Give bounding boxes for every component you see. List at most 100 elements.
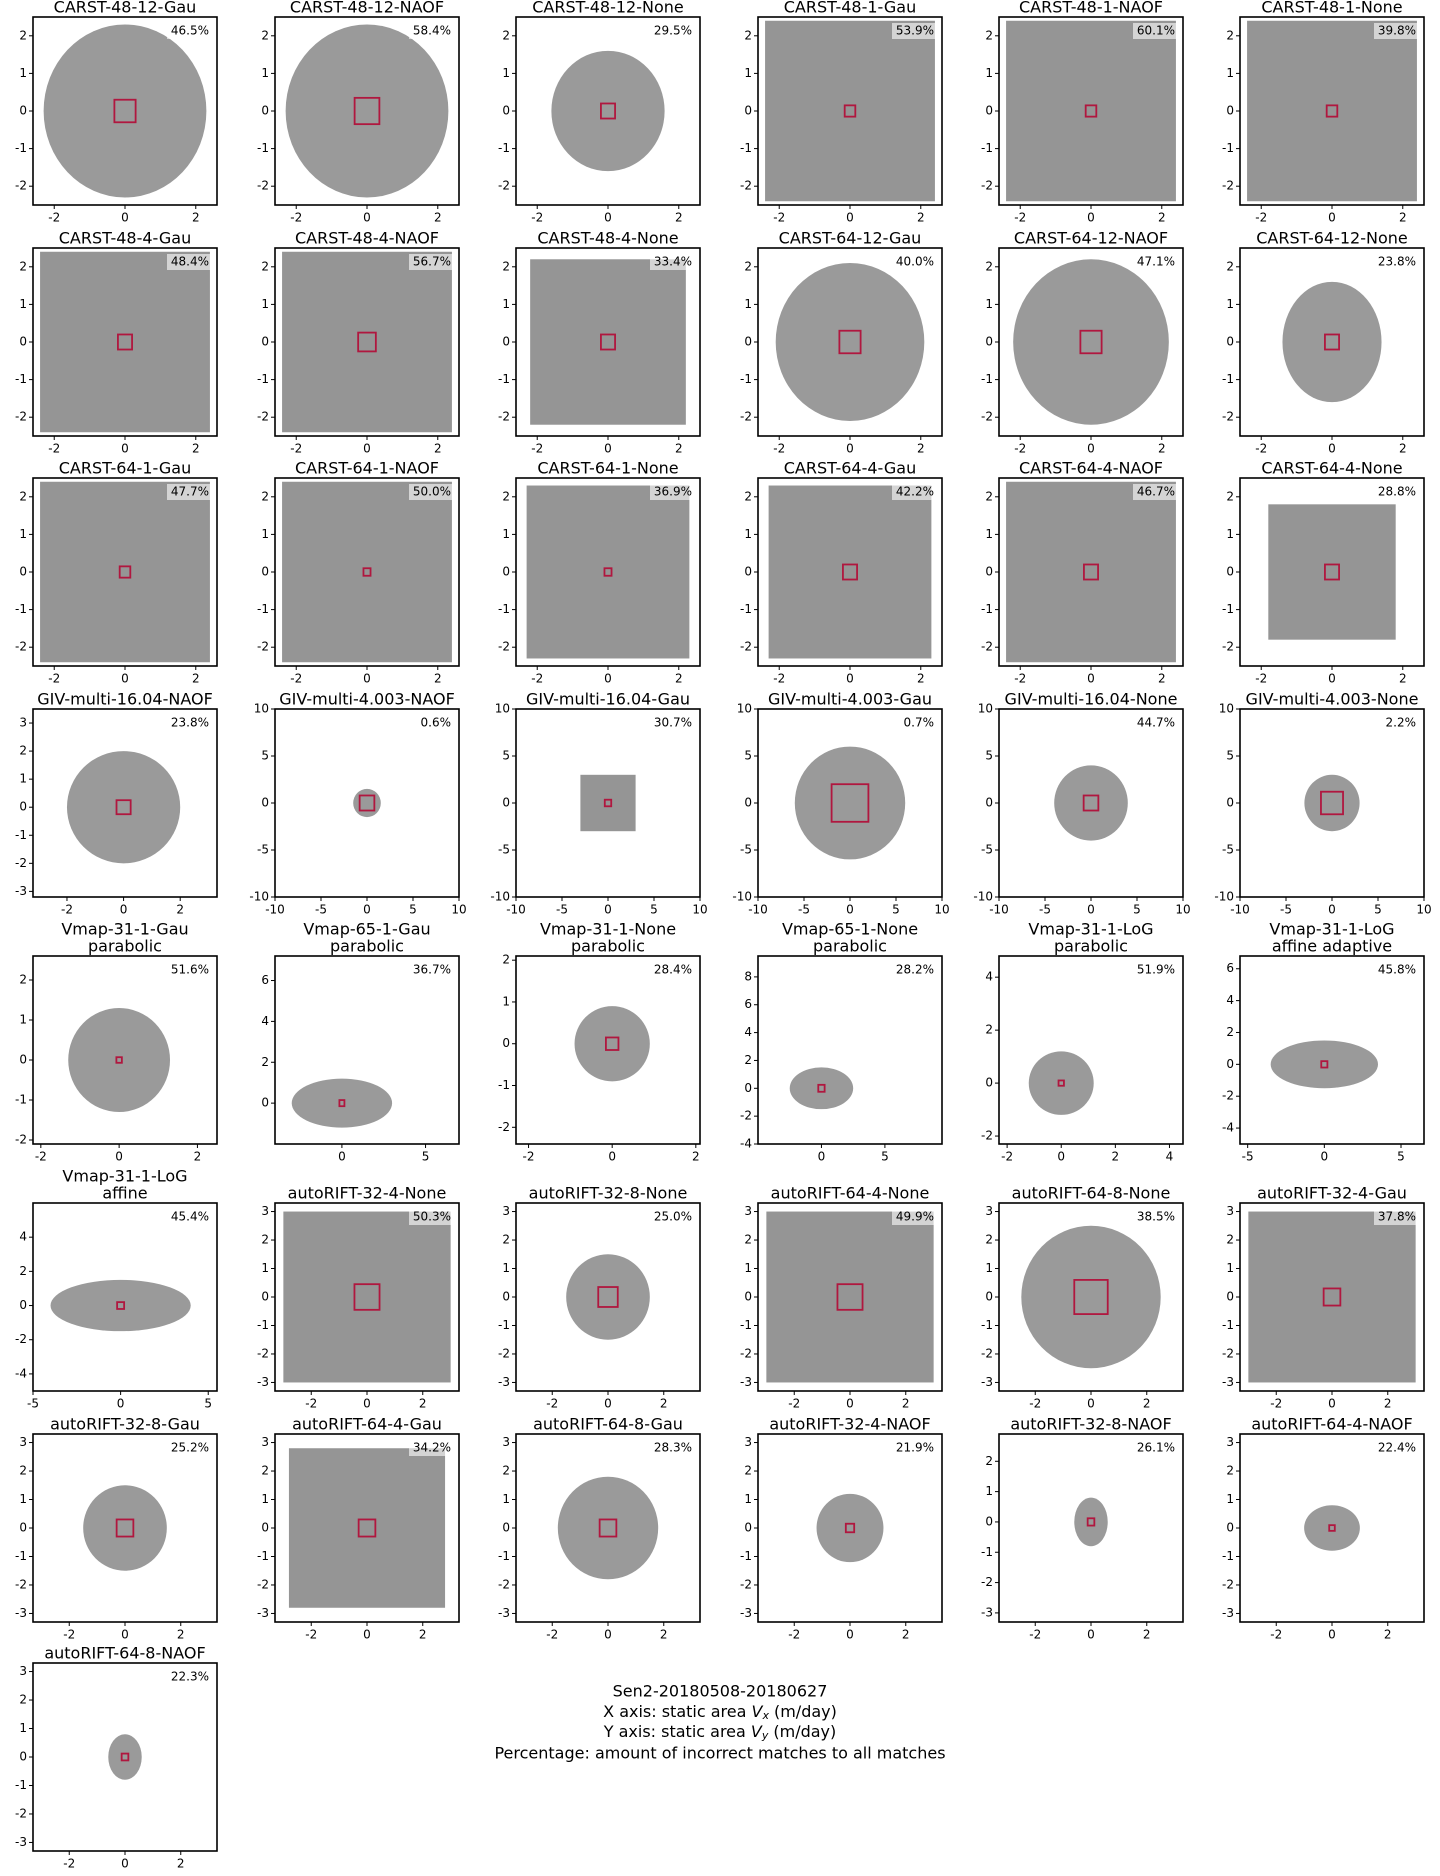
y-tick-label: 0 (744, 1081, 752, 1095)
panel-title: CARST-48-4-NAOF (295, 229, 439, 248)
y-tick-label: 4 (19, 1230, 27, 1244)
percentage: 25.0% (654, 1210, 692, 1224)
y-tick-label: 8 (744, 969, 752, 983)
x-tick-label: 0 (1328, 211, 1336, 225)
y-tick-label: 2 (502, 259, 510, 273)
y-tick-label: 0 (261, 335, 269, 349)
panel: -10 -5 0 5 10 -10 -5 0 5 10 0.7% GIV-multi-4.003-Ga… (732, 690, 949, 917)
annotation-bg (409, 254, 455, 270)
static-box (600, 102, 616, 120)
x-tick-label: 0 (846, 442, 854, 456)
panel: -2 0 2 -2 -1 0 1 2 47.7% CARST-64-1-Gau (15, 459, 218, 686)
panel-subtitle: parabolic (813, 937, 887, 956)
y-tick-label: 1 (261, 297, 269, 311)
panel: -2 0 2 -3 -2 -1 0 1 2 3 37.8% autoRIFT-32-4-Gau (1222, 1184, 1425, 1411)
x-tick-label: 10 (1416, 903, 1431, 917)
annotation-bg (409, 484, 455, 500)
y-tick-label: 0 (985, 1290, 993, 1304)
point-cloud (530, 259, 686, 425)
x-tick-label: 0 (1328, 442, 1336, 456)
x-tick-label: 0 (1328, 1628, 1336, 1642)
axes-frame (998, 955, 1184, 1145)
x-tick-label: -2 (546, 1397, 558, 1411)
plot-area (285, 24, 449, 198)
y-tick-label: 1 (261, 527, 269, 541)
y-tick-label: -3 (498, 1606, 510, 1620)
x-tick-label: 2 (434, 672, 442, 686)
y-tick-label: 1 (19, 66, 27, 80)
annotation-bg (892, 254, 938, 270)
y-tick-label: 2 (261, 1055, 269, 1069)
panel-title: CARST-48-4-None (537, 229, 678, 248)
x-tick-label: 0 (604, 442, 612, 456)
y-tick-label: -1 (498, 372, 510, 386)
y-tick-label: -2 (498, 1577, 510, 1591)
x-tick-label: 2 (434, 442, 442, 456)
x-tick-label: 2 (1158, 672, 1166, 686)
panel-title: CARST-64-4-NAOF (1019, 459, 1163, 478)
panel-subtitle: affine (102, 1184, 147, 1203)
y-tick-label: -1 (1222, 372, 1234, 386)
y-tick-label: -1 (15, 828, 27, 842)
panel-title: GIV-multi-16.04-NAOF (37, 690, 213, 709)
static-box (1079, 329, 1103, 355)
panel-title: GIV-multi-4.003-NAOF (279, 690, 455, 709)
percentage: 36.9% (654, 485, 692, 499)
annotation-bg (409, 1440, 455, 1456)
panel: -2 0 2 -3 -2 -1 0 1 2 3 23.8% GIV-multi-16.04-NAOF (15, 690, 218, 917)
y-tick-label: -2 (740, 179, 752, 193)
point-cloud (1248, 1211, 1416, 1383)
y-tick-label: -2 (981, 1575, 993, 1589)
percentage: 45.8% (1378, 963, 1416, 977)
point-cloud (566, 1254, 650, 1340)
y-tick-label: -2 (1222, 410, 1234, 424)
y-tick-label: 1 (744, 527, 752, 541)
panel-title: GIV-multi-4.003-Gau (768, 690, 932, 709)
annotation-bg (1374, 23, 1420, 39)
y-tick-label: -2 (257, 1346, 269, 1360)
y-tick-label: -1 (15, 1549, 27, 1563)
plot-area (775, 263, 925, 421)
y-tick-label: 2 (19, 744, 27, 758)
y-tick-label: 1 (985, 1484, 993, 1498)
plot-area (816, 1493, 884, 1563)
panel-subtitle: parabolic (88, 937, 162, 956)
static-box (118, 565, 132, 579)
y-tick-label: -2 (498, 1346, 510, 1360)
panel-title: autoRIFT-32-8-None (529, 1184, 688, 1203)
percentage: 2.2% (1386, 716, 1417, 730)
static-box (1320, 1060, 1329, 1069)
x-tick-label: -5 (556, 903, 568, 917)
x-tick-label: 2 (902, 1628, 910, 1642)
y-tick-label: -5 (981, 843, 993, 857)
y-tick-label: -2 (981, 179, 993, 193)
y-tick-label: 0 (502, 1290, 510, 1304)
x-tick-label: 2 (1399, 211, 1407, 225)
x-tick-label: -2 (1270, 1628, 1282, 1642)
y-tick-label: -2 (740, 1577, 752, 1591)
point-cloud (1282, 281, 1382, 403)
y-tick-label: 5 (744, 749, 752, 763)
y-tick-label: 1 (19, 1013, 27, 1027)
panel-title: GIV-multi-16.04-None (1005, 690, 1178, 709)
plot-area (765, 20, 935, 202)
y-tick-label: 0 (744, 104, 752, 118)
y-tick-label: 0 (744, 1290, 752, 1304)
annotation-bg (167, 23, 213, 39)
y-tick-label: -1 (740, 141, 752, 155)
panel-title: autoRIFT-64-8-Gau (533, 1415, 683, 1434)
y-tick-label: -1 (15, 141, 27, 155)
panel-title: CARST-64-4-Gau (784, 459, 916, 478)
y-tick-label: 2 (261, 489, 269, 503)
y-tick-label: 3 (744, 1435, 752, 1449)
y-tick-label: -3 (15, 884, 27, 898)
caption-unit: (m/day) (774, 1702, 837, 1721)
percentage: 30.7% (654, 716, 692, 730)
panel: -2 0 2 -3 -2 -1 0 1 2 3 49.9% autoRIFT-64-4-None (740, 1184, 943, 1411)
y-tick-label: 1 (502, 1261, 510, 1275)
annotation-bg (650, 484, 696, 500)
x-tick-label: -10 (989, 903, 1009, 917)
plot-area (283, 1211, 451, 1383)
static-box (117, 333, 133, 351)
panel-title: autoRIFT-64-4-NAOF (1251, 1415, 1412, 1434)
